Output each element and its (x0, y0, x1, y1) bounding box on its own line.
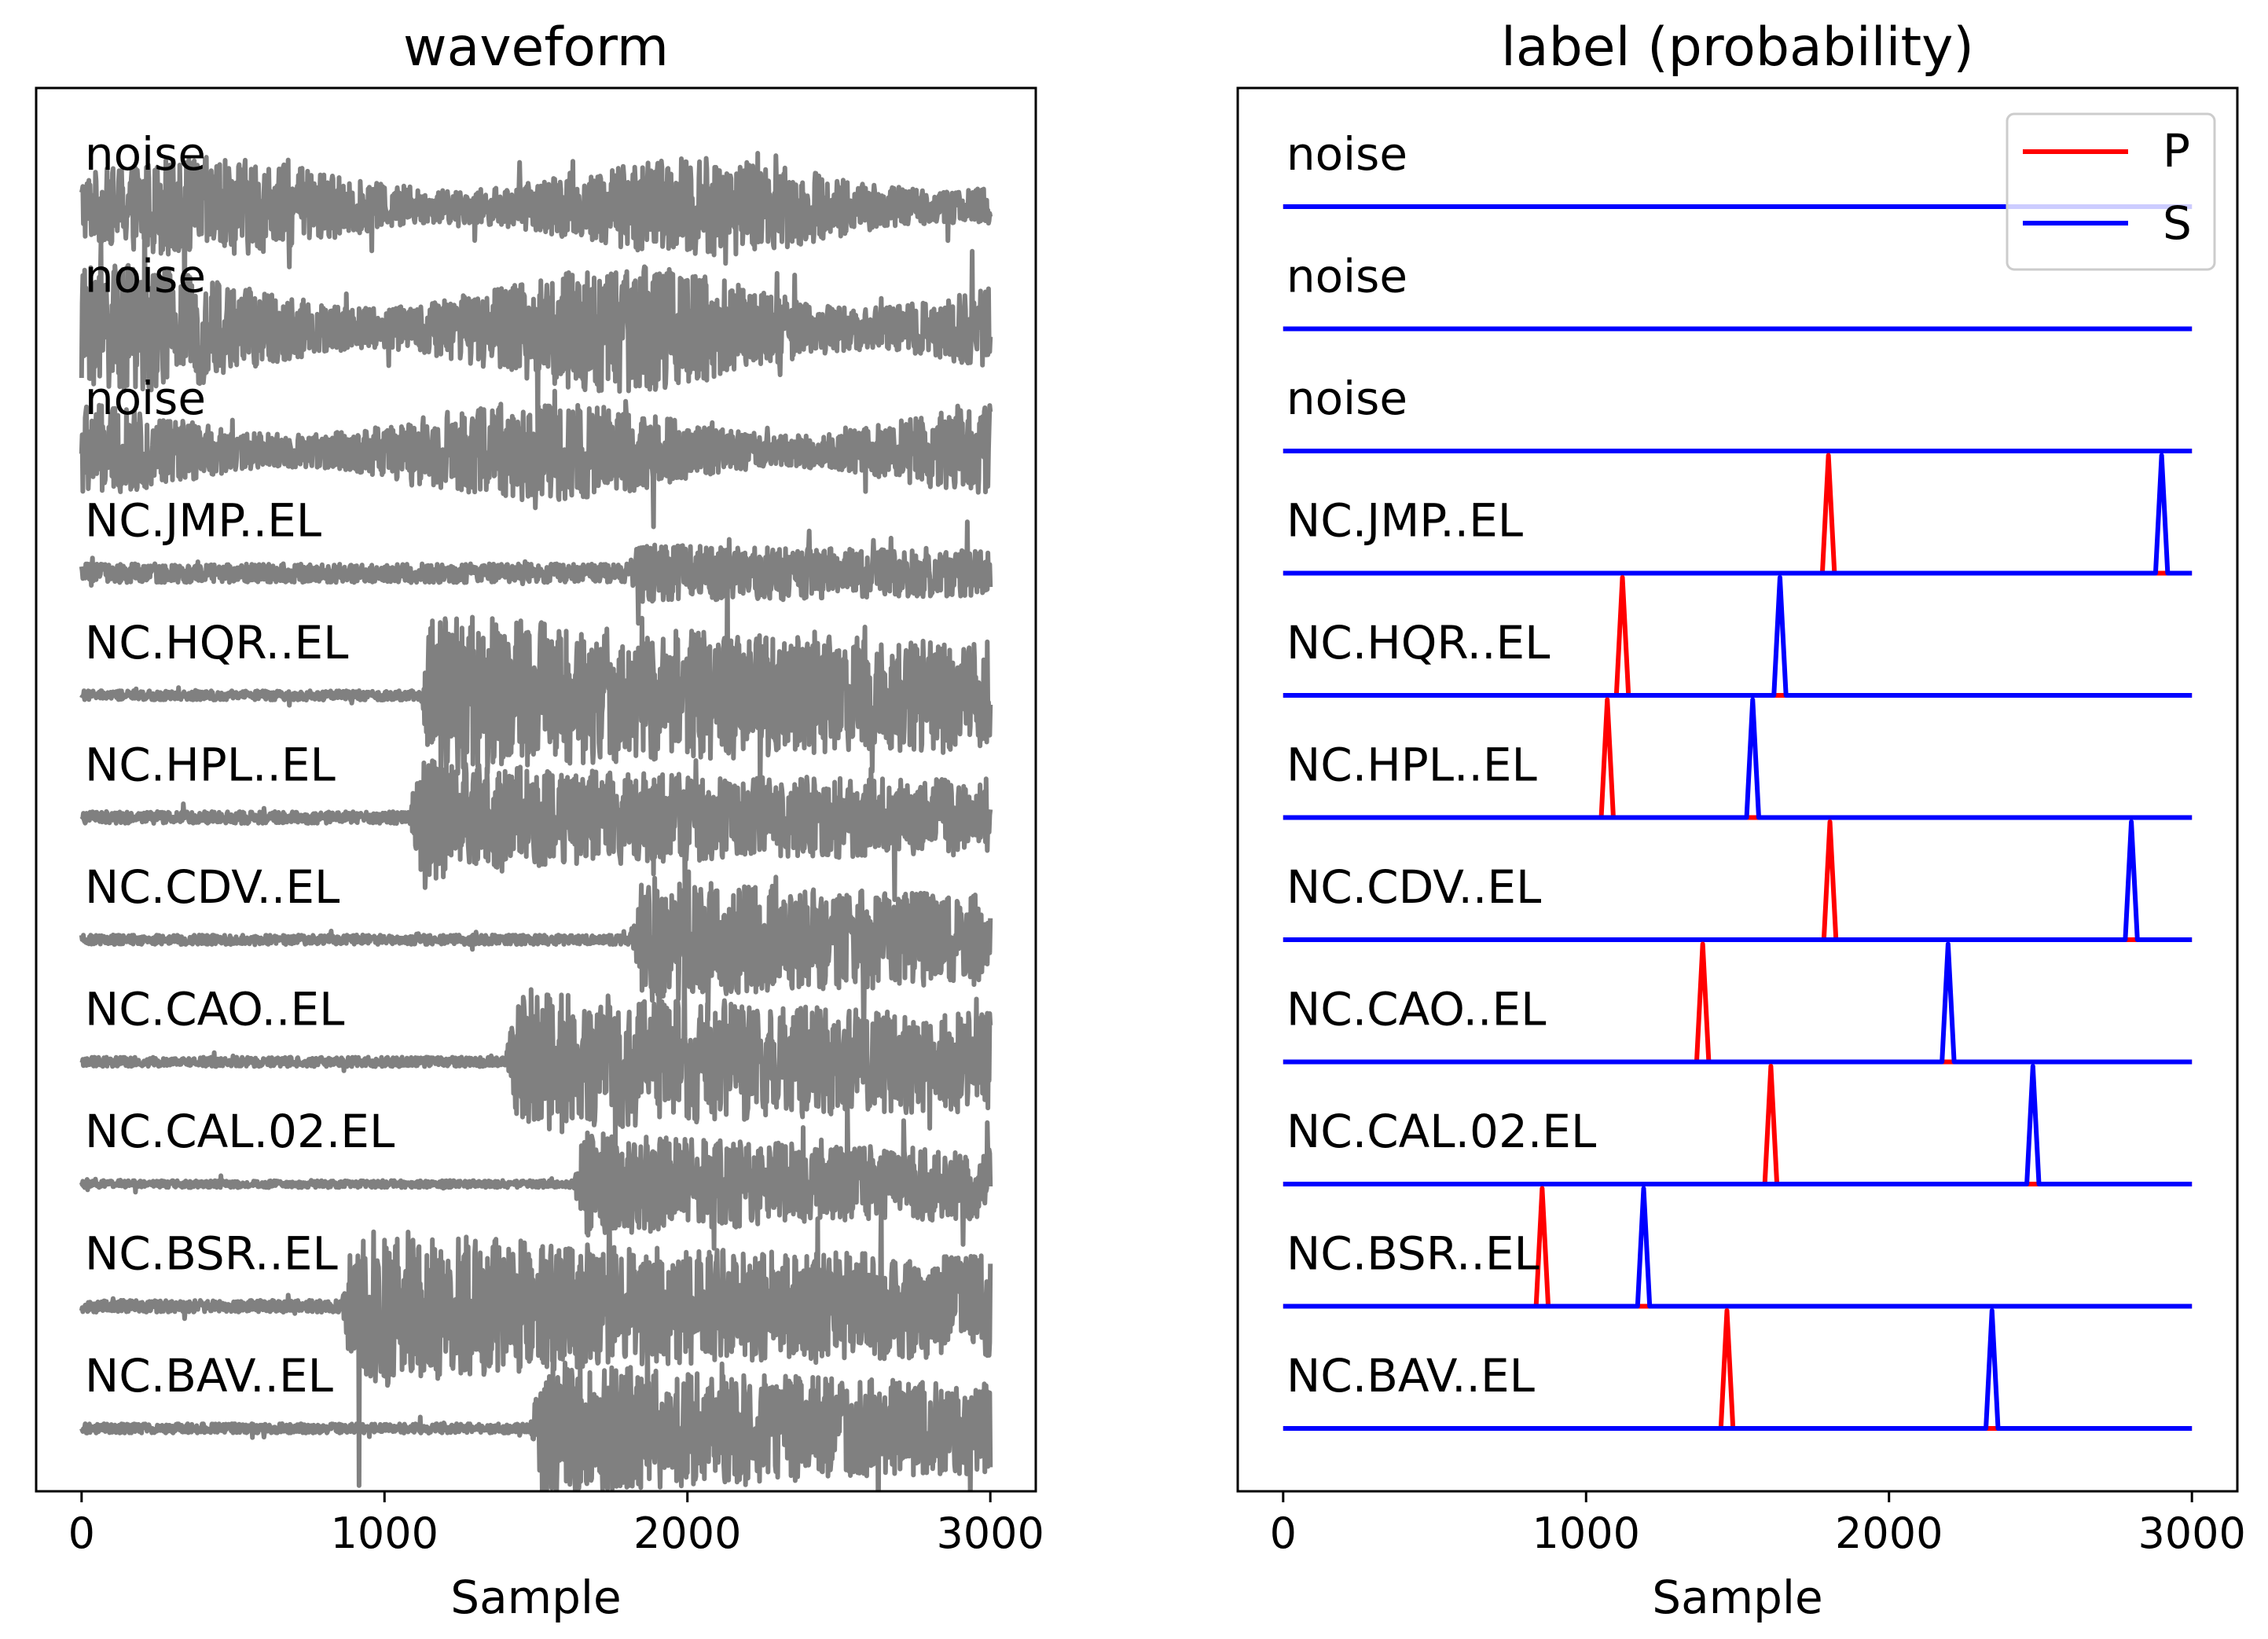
trace-label: NC.HQR..EL (85, 616, 349, 669)
probability-axes-frame (1236, 86, 2239, 1493)
probability-xlabel: Sample (1652, 1571, 1822, 1624)
x-tick-label: 3000 (2138, 1509, 2245, 1558)
s-probability-curve (1283, 1186, 2193, 1309)
trace-label: noise (1286, 250, 1407, 303)
s-probability-curve (1283, 697, 2193, 820)
trace-label: noise (85, 250, 206, 303)
s-probability-curve (1283, 941, 2193, 1065)
trace-label: NC.BSR..EL (1286, 1227, 1540, 1281)
trace-label: NC.HQR..EL (1286, 616, 1551, 669)
s-probability-curve (1283, 1064, 2193, 1186)
waveform-trace (79, 869, 993, 1058)
trace-label: NC.CAO..EL (1286, 983, 1547, 1036)
trace-label: NC.BAV..EL (1286, 1349, 1535, 1402)
waveform-axes-frame (35, 86, 1037, 1493)
trace-label: NC.BAV..EL (85, 1349, 333, 1402)
x-tick-label: 0 (1270, 1509, 1297, 1558)
trace-label: NC.CDV..EL (1286, 860, 1542, 914)
trace-label: noise (1286, 372, 1407, 425)
x-tick-label: 0 (68, 1509, 95, 1558)
waveform-trace (79, 952, 993, 1148)
trace-label: NC.CAL.02.EL (1286, 1105, 1596, 1158)
waveform-trace (79, 1093, 993, 1251)
trace-label: NC.HPL..EL (85, 739, 336, 792)
waveform-trace (79, 1318, 993, 1491)
waveform-trace (79, 1186, 993, 1488)
trace-label: NC.CDV..EL (85, 860, 340, 914)
trace-label: NC.CAL.02.EL (85, 1105, 395, 1158)
waveform-trace (79, 151, 993, 324)
trace-label: NC.BSR..EL (85, 1227, 338, 1281)
waveform-trace (79, 519, 993, 626)
legend: P S (2006, 112, 2216, 271)
x-tick-label: 2000 (1835, 1509, 1943, 1558)
x-tick-label: 3000 (936, 1509, 1044, 1558)
waveform-trace (79, 548, 993, 794)
trace-label: noise (1286, 127, 1407, 181)
s-probability-curve (1283, 1308, 2193, 1431)
trace-label: noise (85, 127, 206, 181)
trace-label: NC.CAO..EL (85, 983, 345, 1036)
probability-panel: label (probability) noise noise noise NC.JM… (1236, 16, 2246, 1624)
s-probability-curve (1283, 453, 2193, 576)
probability-title: label (probability) (1501, 16, 1974, 79)
waveform-trace (79, 758, 993, 903)
waveform-panel: waveform noise noise noise NC.JMP..EL NC.HQR… (35, 16, 1044, 1624)
trace-label: noise (85, 372, 206, 425)
legend-p-label: P (2163, 124, 2190, 178)
x-tick-label: 1000 (1532, 1509, 1640, 1558)
waveform-trace (79, 388, 993, 530)
waveform-trace (79, 188, 993, 441)
trace-label: NC.HPL..EL (1286, 739, 1537, 792)
waveform-xlabel: Sample (450, 1571, 621, 1624)
s-probability-curve (1283, 575, 2193, 698)
trace-label: NC.JMP..EL (85, 494, 321, 548)
trace-label: NC.JMP..EL (1286, 494, 1523, 548)
x-tick-label: 2000 (633, 1509, 741, 1558)
waveform-title: waveform (403, 16, 669, 79)
legend-s-label: S (2163, 196, 2192, 250)
s-probability-curve (1283, 820, 2193, 942)
x-tick-label: 1000 (331, 1509, 439, 1558)
